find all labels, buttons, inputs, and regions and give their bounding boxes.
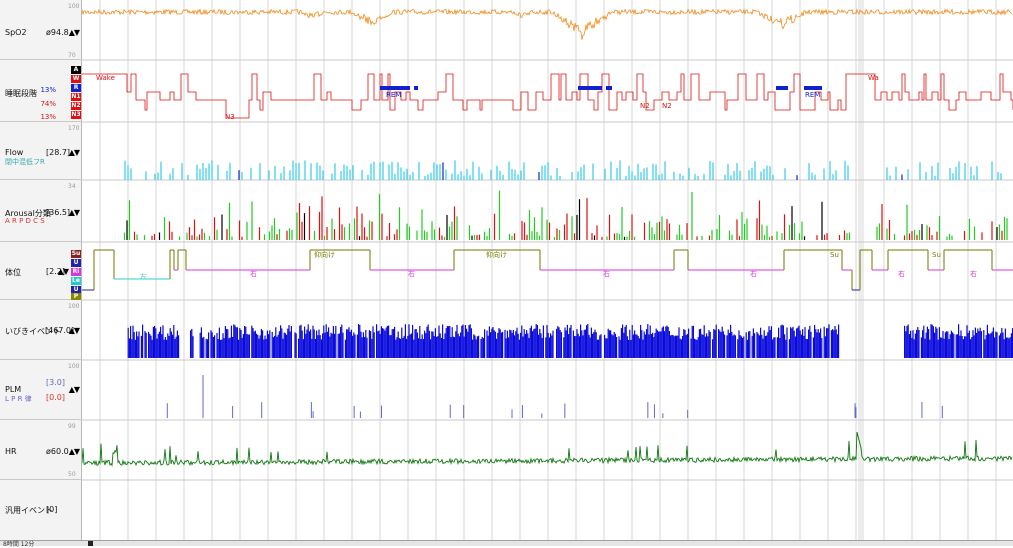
arousal-name: Arousal分類 <box>5 209 51 218</box>
sleep-name: 睡眠段階 <box>5 89 37 98</box>
posture-label: 仰向け <box>486 250 507 259</box>
posture-label: 右 <box>408 269 415 278</box>
arousal-scale-top: 34 <box>68 183 76 190</box>
channel-sidebar: 100 SpO2 ø94.8 ▲▼ 70 睡眠段階 13% 74% 13% A … <box>0 0 82 546</box>
flow-scale-top: 170 <box>68 125 80 132</box>
plm-scale-arrows[interactable]: ▲▼ <box>68 385 80 394</box>
sleep-pct-r: 13% <box>40 86 56 94</box>
channel-label-hr[interactable]: 99 HR ø60.0 ▲▼ 50 <box>0 420 82 480</box>
posture-label: Su <box>932 251 941 259</box>
arousal-type-legend: A R P D C S <box>5 217 45 225</box>
flow-event-legend: 閉中混低フR <box>5 158 45 166</box>
flow-event-bars <box>124 160 1002 180</box>
spo2-scale-top: 100 <box>68 3 80 10</box>
posture-code-su: Su <box>71 250 81 258</box>
sleep-pct-n2: 13% <box>40 113 56 121</box>
spo2-trace <box>82 7 1013 40</box>
channel-label-posture[interactable]: 体位 [2.2] ▲▼ Su U Ri Le U P <box>0 242 82 300</box>
posture-label: 右 <box>750 269 757 278</box>
arousal-bars <box>123 190 1008 240</box>
snore-name: いびきイベント <box>5 327 61 336</box>
event-name: 汎用イベント <box>5 506 53 515</box>
posture-code-u: U <box>71 259 81 267</box>
channel-label-snore[interactable]: 100 いびきイベント [467.0] ▲▼ <box>0 300 82 360</box>
stage-code-n3: N3 <box>71 111 81 119</box>
hypnogram <box>82 73 1013 119</box>
spo2-scale-arrows[interactable]: ▲▼ <box>68 28 80 37</box>
flow-value: [28.7] <box>46 148 71 157</box>
arousal-value: [36.5] <box>46 208 71 217</box>
hr-scale-top: 99 <box>68 423 76 430</box>
stage-code-n2: N2 <box>71 102 81 110</box>
stage-code-a: A <box>71 66 81 74</box>
hypnogram-label: REM <box>805 91 820 99</box>
plm-event-marks <box>166 375 943 418</box>
scroll-handle[interactable] <box>88 541 93 546</box>
posture-code-u2: U <box>71 286 81 294</box>
arousal-scale-arrows[interactable]: ▲▼ <box>68 208 80 217</box>
hr-scale-bottom: 50 <box>68 471 76 478</box>
posture-trace <box>82 249 1013 291</box>
spo2-value: ø94.8 <box>46 28 69 37</box>
hr-scale-arrows[interactable]: ▲▼ <box>68 447 80 456</box>
posture-label: Su <box>830 251 839 259</box>
plm-name: PLM <box>5 385 22 394</box>
signal-plot-area[interactable]: Wake N3 REM N2 N2 REM Wa 左 仰向け 右 仰向け 右 右… <box>82 0 1013 540</box>
channel-label-flow[interactable]: 170 Flow [28.7] ▲▼ 閉中混低フR <box>0 122 82 180</box>
event-value: [0] <box>46 505 58 514</box>
plm-value-1: [3.0] <box>46 378 65 387</box>
posture-label: 右 <box>898 269 905 278</box>
posture-label: 左 <box>140 272 147 281</box>
sleep-pct-n1: 74% <box>40 100 56 108</box>
total-time-label: 8時間 12分 <box>3 541 35 548</box>
snore-scale-arrows[interactable]: ▲▼ <box>68 326 80 335</box>
posture-label: 右 <box>970 269 977 278</box>
hypnogram-label: N2 <box>640 102 650 110</box>
posture-label: 仰向け <box>314 250 335 259</box>
channel-label-arousal[interactable]: 34 Arousal分類 [36.5] ▲▼ A R P D C S <box>0 180 82 242</box>
posture-label: 右 <box>603 269 610 278</box>
posture-code-le: Le <box>71 277 81 285</box>
stage-code-n1: N1 <box>71 93 81 101</box>
hypnogram-label: Wa <box>868 74 879 82</box>
heart-rate-trace <box>82 431 1013 467</box>
hypnogram-label: Wake <box>96 74 115 82</box>
posture-value: [2.2] <box>46 267 65 276</box>
hypnogram-label: N2 <box>662 102 672 110</box>
hr-value: ø60.0 <box>46 447 69 456</box>
channel-label-sleep-stage[interactable]: 睡眠段階 13% 74% 13% A W R N1 N2 N3 <box>0 60 82 122</box>
channel-label-general-event[interactable]: 汎用イベント [0] <box>0 480 82 540</box>
snore-value: [467.0] <box>45 326 75 335</box>
time-scrollbar[interactable]: 8時間 12分 <box>0 540 1013 548</box>
flow-name: Flow <box>5 148 24 157</box>
posture-scale-arrows[interactable]: ▲▼ <box>57 267 69 276</box>
channel-separators <box>82 59 1013 481</box>
snore-event-bars <box>127 324 1013 358</box>
stage-code-w: W <box>71 75 81 83</box>
posture-code-ri: Ri <box>71 268 81 276</box>
spo2-scale-bottom: 70 <box>68 52 76 59</box>
plm-type-legend: L P R 律 <box>5 395 32 403</box>
channel-label-spo2[interactable]: 100 SpO2 ø94.8 ▲▼ 70 <box>0 0 82 60</box>
posture-code-p: P <box>71 293 81 300</box>
spo2-name: SpO2 <box>5 28 27 37</box>
plm-scale-top: 100 <box>68 363 80 370</box>
hr-name: HR <box>5 447 17 456</box>
snore-scale-top: 100 <box>68 303 80 310</box>
stage-code-r: R <box>71 84 81 92</box>
channel-label-plm[interactable]: 100 PLM [3.0] [0.0] ▲▼ L P R 律 <box>0 360 82 420</box>
posture-label: 右 <box>250 269 257 278</box>
hypnogram-label: REM <box>386 91 401 99</box>
flow-scale-arrows[interactable]: ▲▼ <box>68 148 80 157</box>
hypnogram-label: N3 <box>225 113 235 121</box>
posture-name: 体位 <box>5 268 21 277</box>
plm-value-2: [0.0] <box>46 393 65 402</box>
